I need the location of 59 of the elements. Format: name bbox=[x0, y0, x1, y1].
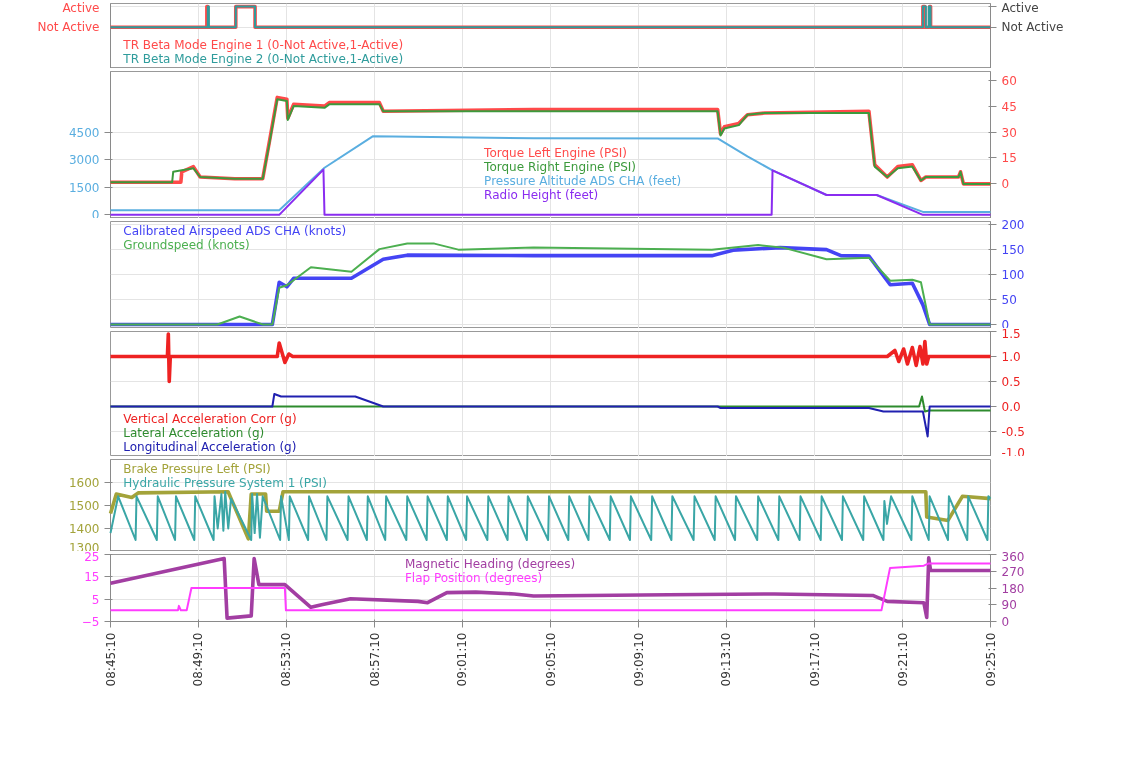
x-tick-label: 09:25:10 bbox=[983, 632, 998, 687]
y-tick-label: 1400 bbox=[68, 522, 100, 536]
y2-tick-label: 0 bbox=[1001, 615, 1010, 629]
y2-tick-label: 45 bbox=[1001, 99, 1017, 114]
text: Groundspeed (knots) bbox=[123, 237, 250, 252]
y2-tick-label: 15 bbox=[1001, 151, 1017, 166]
y2-tick-label: 90 bbox=[1001, 598, 1017, 613]
text: Torque Left Engine (PSI) bbox=[483, 145, 627, 160]
y2-tick-label: -1.0 bbox=[1001, 445, 1025, 460]
text: TR Beta Mode Engine 2 (0-Not Active,1-Active) bbox=[122, 51, 404, 66]
y2-tick-label: 150 bbox=[1001, 242, 1025, 257]
y-tick-label: 3000 bbox=[68, 153, 100, 168]
y2-tick-label: 360 bbox=[1001, 549, 1025, 564]
series-label: Lateral Acceleration (g) bbox=[123, 425, 265, 440]
y-tick-label: 4500 bbox=[68, 125, 100, 140]
x-tick-label: 08:45:10 bbox=[103, 632, 118, 687]
x-tick-label: 09:13:10 bbox=[719, 632, 734, 687]
y2-tick-label: 100 bbox=[1001, 267, 1025, 282]
category-label: Not Active bbox=[37, 20, 100, 35]
x-tick-label: 09:05:10 bbox=[543, 632, 558, 687]
y-tick-label: 1500 bbox=[68, 499, 100, 513]
y2-tick-label: 270 bbox=[1001, 564, 1025, 579]
y-tick-label: 15 bbox=[84, 570, 100, 585]
text: Vertical Acceleration Corr (g) bbox=[123, 411, 297, 426]
y2-tick-label: 0 bbox=[1001, 177, 1010, 192]
y-tick-label: −5 bbox=[81, 615, 100, 629]
category-label: Active bbox=[62, 0, 100, 15]
text: Torque Right Engine (PSI) bbox=[483, 159, 636, 174]
series-label: Brake Pressure Left (PSI) bbox=[123, 461, 271, 476]
x-tick-label: 09:09:10 bbox=[631, 632, 646, 687]
y-tick-label: 5 bbox=[91, 592, 100, 607]
y2-tick-label: 0.0 bbox=[1001, 400, 1021, 414]
text: Magnetic Heading (degrees) bbox=[404, 556, 576, 571]
x-tick-label: 08:57:10 bbox=[367, 632, 382, 687]
text: Longitudinal Acceleration (g) bbox=[123, 439, 297, 454]
category-label: Active bbox=[1001, 0, 1039, 15]
x-tick-label: 08:49:10 bbox=[191, 632, 206, 687]
text: Flap Position (degrees) bbox=[404, 570, 543, 585]
y2-tick-label: 50 bbox=[1001, 292, 1017, 307]
y2-tick-label: 200 bbox=[1001, 217, 1025, 232]
y-tick-label: 1500 bbox=[68, 180, 100, 195]
y-tick-label: 1600 bbox=[68, 476, 100, 490]
y2-tick-label: 60 bbox=[1001, 73, 1017, 88]
text: Calibrated Airspeed ADS CHA (knots) bbox=[123, 223, 347, 238]
y2-tick-label: 1.0 bbox=[1001, 350, 1021, 364]
category-label: Not Active bbox=[1001, 20, 1064, 35]
y2-tick-label: 180 bbox=[1001, 581, 1025, 596]
y2-tick-label: 0.5 bbox=[1001, 375, 1021, 389]
x-tick-label: 08:53:10 bbox=[279, 632, 294, 687]
series-label: TR Beta Mode Engine 1 (0-Not Active,1-Active) bbox=[122, 37, 404, 52]
text: Pressure Altitude ADS CHA (feet) bbox=[484, 173, 682, 188]
series-label: Radio Height (feet) bbox=[484, 187, 599, 202]
y2-tick-label: 30 bbox=[1001, 125, 1017, 140]
x-tick-label: 09:21:10 bbox=[895, 632, 910, 687]
y2-tick-label: -0.5 bbox=[1001, 425, 1025, 439]
series-label: Hydraulic Pressure System 1 (PSI) bbox=[123, 475, 327, 490]
x-tick-label: 09:01:10 bbox=[455, 632, 470, 687]
y-tick-label: 0 bbox=[91, 207, 100, 222]
x-tick-label: 09:17:10 bbox=[807, 632, 822, 687]
